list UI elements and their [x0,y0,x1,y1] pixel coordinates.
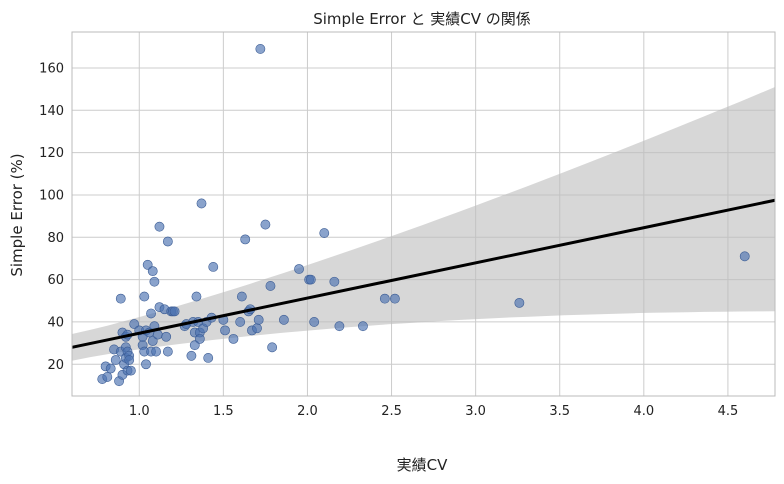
x-axis-ticks: 1.0 1.5 2.0 2.5 3.0 3.5 4.0 4.5 [129,404,738,419]
y-tick-label: 140 [39,104,64,119]
y-tick-label: 100 [39,188,64,203]
data-point [334,321,345,332]
data-point [294,264,304,274]
data-point [139,291,150,302]
data-point [309,317,320,327]
data-point [228,333,239,344]
data-point [514,297,525,308]
data-point [236,291,247,302]
data-point [260,219,271,230]
x-tick-label: 2.5 [381,404,402,419]
data-point [186,350,197,361]
x-tick-label: 3.5 [549,404,570,419]
data-point [162,346,173,357]
x-tick-label: 4.5 [718,404,739,419]
confidence-band-area [72,87,775,361]
x-tick-label: 4.0 [633,404,654,419]
data-point [252,323,262,334]
plot-frame [71,31,776,397]
data-point [208,262,219,272]
y-tick-label: 60 [47,273,64,288]
data-point [255,44,266,54]
data-point [220,325,230,336]
data-point [161,331,172,342]
y-tick-label: 80 [47,231,64,246]
y-tick-label: 20 [47,358,64,373]
data-point [149,276,160,287]
x-tick-label: 2.0 [297,404,318,419]
data-point [240,234,251,245]
data-point [191,291,202,302]
data-point [358,321,368,332]
data-point [253,314,264,325]
data-point [169,306,180,317]
data-point [147,266,158,277]
data-point [329,276,340,287]
data-point [379,293,390,304]
x-tick-label: 3.0 [465,404,486,419]
data-point [739,251,750,262]
data-point [265,281,276,291]
chart-title: Simple Error と 実績CV の関係 [313,10,531,28]
data-point [162,236,173,247]
data-point [390,293,400,304]
data-point [154,221,165,232]
data-point [151,346,161,357]
data-point [124,355,135,365]
x-tick-label: 1.5 [213,404,234,419]
regression-line [71,198,776,349]
data-point [267,342,278,353]
y-tick-label: 40 [47,315,64,330]
data-points [97,44,750,387]
regression-line-group [71,198,776,349]
data-point [305,274,316,285]
data-point [146,308,156,319]
y-tick-label: 160 [39,61,64,76]
data-point [105,363,116,374]
x-tick-label: 1.0 [129,404,150,419]
data-point [125,365,136,376]
x-axis-label: 実績CV [397,456,448,474]
data-point [102,372,113,382]
data-point [203,353,214,363]
data-point [110,355,121,365]
data-point [194,333,205,344]
y-axis-label: Simple Error (%) [8,153,26,276]
y-tick-label: 120 [39,146,64,161]
data-point [279,314,289,325]
data-point [319,228,330,238]
y-axis-ticks: 20 40 60 80 100 120 140 160 [39,61,64,372]
data-point [141,359,151,370]
confidence-band [72,87,775,361]
data-point [196,198,207,209]
data-point [115,293,126,304]
data-point [235,317,246,327]
